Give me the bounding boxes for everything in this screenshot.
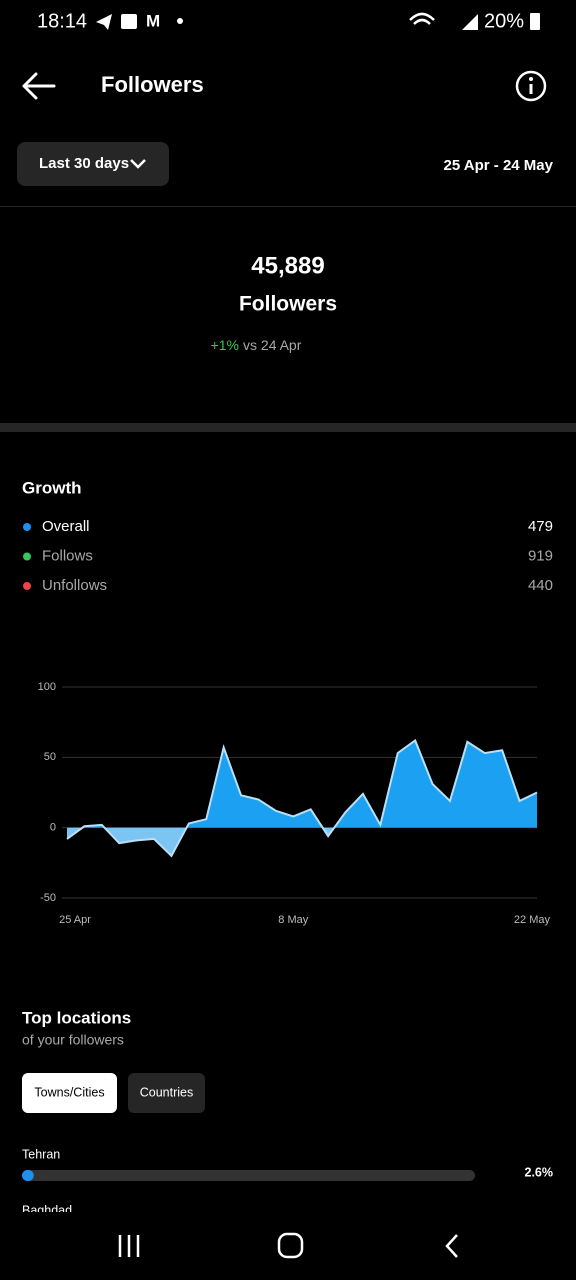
info-ring: [515, 70, 547, 102]
legend-name: Follows: [42, 547, 93, 564]
section-divider: [0, 423, 576, 432]
nav-home[interactable]: [277, 1232, 304, 1259]
growth-title: Growth: [22, 478, 82, 497]
status-icon: [409, 12, 435, 25]
x-tick-label: 22 May: [514, 914, 551, 926]
period-label: Last 30 days: [39, 155, 129, 172]
y-tick-label: 0: [50, 822, 56, 834]
follower-label: Followers: [239, 293, 337, 316]
status-icon: [121, 14, 137, 29]
status-time: 18:14: [37, 10, 87, 32]
battery-icon: [530, 13, 540, 30]
status-battery: 20%: [484, 10, 524, 32]
date-range: 25 Apr - 24 May: [444, 157, 554, 174]
legend: Overall 479 Follows 919 Unfollows 440: [23, 518, 553, 594]
bar: [22, 1170, 34, 1181]
legend-value: 440: [528, 577, 553, 594]
legend-dot: [23, 523, 31, 531]
dropdown-caret: [130, 159, 146, 169]
legend-name: Unfollows: [42, 577, 107, 594]
status-icon: [462, 14, 478, 30]
legend-dot: [23, 552, 31, 561]
status-icon: [96, 14, 112, 30]
back-button[interactable]: [22, 72, 56, 100]
y-tick-label: 100: [38, 681, 56, 693]
legend-dot: [23, 582, 31, 590]
status-icon: M: [146, 11, 160, 30]
area-line: [66, 738, 538, 858]
x-tick-label: 8 May: [278, 914, 308, 926]
legend-value: 479: [528, 518, 553, 535]
tab-active[interactable]: [22, 1073, 117, 1113]
status-icon: [177, 18, 183, 24]
nav-back[interactable]: [445, 1234, 458, 1258]
header-title: Followers: [101, 72, 204, 97]
change-value: +1%: [211, 337, 239, 353]
locations-title: Top locations: [22, 1008, 131, 1027]
location-value: 2.6%: [525, 1165, 554, 1179]
growth-chart: -50 0 50 100 25 Apr 8 May 22 May: [38, 681, 551, 926]
x-tick-label: 25 Apr: [59, 914, 91, 926]
bar-track: [22, 1170, 475, 1181]
info-dot: [529, 77, 533, 81]
y-tick-label: -50: [40, 892, 56, 904]
tab-label: Countries: [140, 1085, 194, 1099]
location-name: Tehran: [22, 1147, 60, 1161]
legend-value: 919: [528, 547, 553, 564]
info-stem: [529, 84, 533, 94]
nav-bar: [0, 1212, 576, 1280]
period-dropdown[interactable]: [17, 142, 169, 186]
change-compare: vs 24 Apr: [243, 337, 302, 353]
tab-label: Towns/Cities: [34, 1085, 104, 1099]
legend-name: Overall: [42, 518, 90, 535]
change-line: +1% vs 24 Apr: [211, 337, 302, 353]
locations-subtitle: of your followers: [22, 1032, 124, 1048]
info-button[interactable]: [515, 70, 547, 102]
divider: [0, 206, 576, 207]
area-negative: [67, 827, 537, 856]
y-tick-label: 50: [44, 751, 56, 763]
tab[interactable]: [128, 1073, 205, 1113]
follower-count: 45,889: [251, 252, 324, 279]
nav-recent[interactable]: [118, 1235, 140, 1257]
